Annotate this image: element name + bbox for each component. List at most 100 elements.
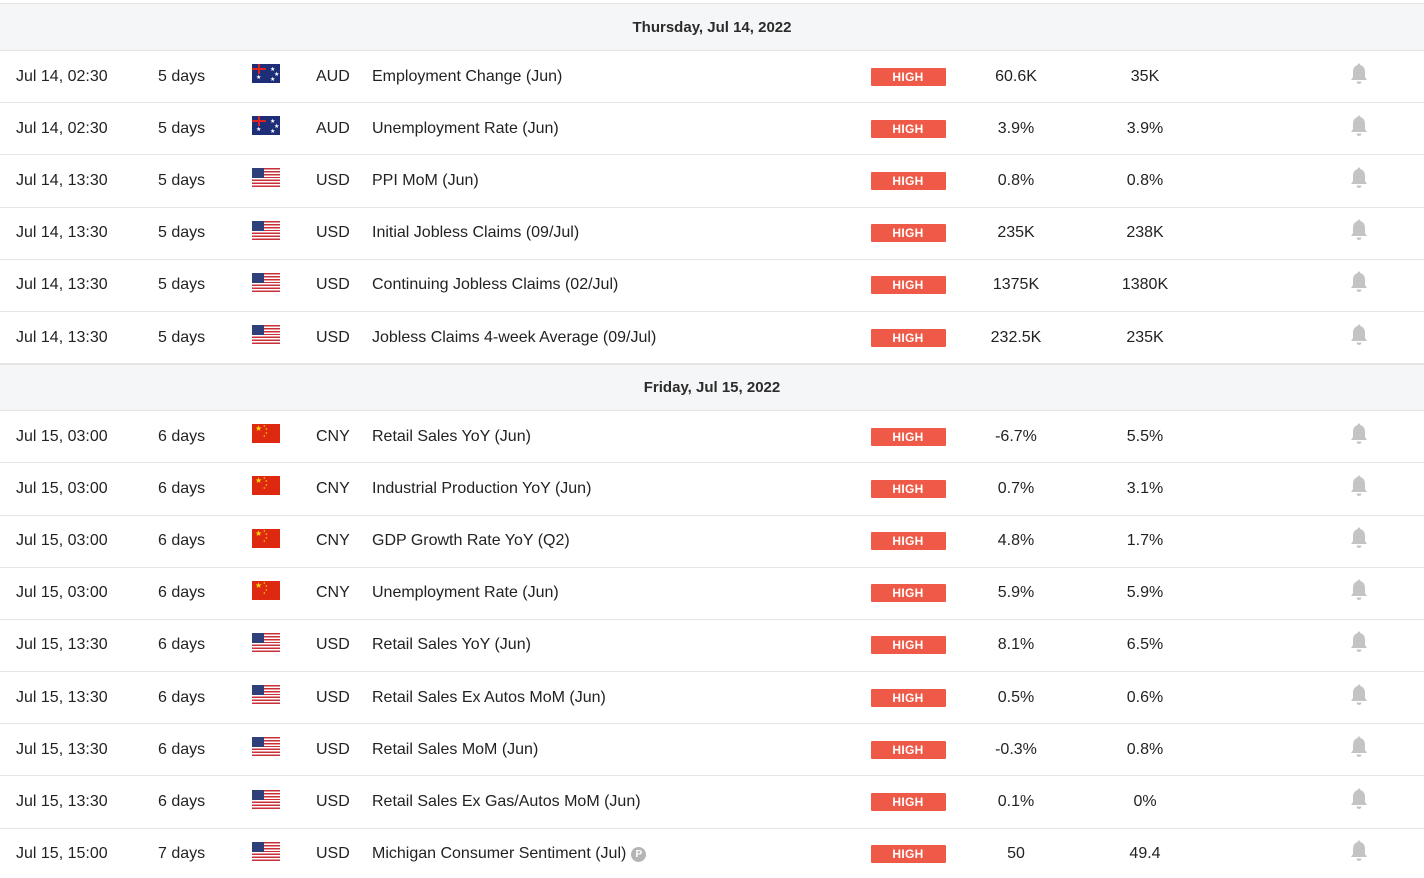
alert-cell[interactable] [1344, 312, 1374, 363]
alert-cell[interactable] [1344, 208, 1374, 259]
event-name[interactable]: Initial Jobless Claims (09/Jul) [372, 224, 580, 242]
event-row[interactable]: Jul 15, 13:30 6 days USD Retail Sales Ex Au… [0, 672, 1424, 725]
event-name-cell[interactable]: Initial Jobless Claims (09/Jul) [372, 208, 852, 259]
bell-icon[interactable] [1349, 219, 1369, 241]
event-name-cell[interactable]: Unemployment Rate (Jun) [372, 103, 852, 154]
event-name[interactable]: Unemployment Rate (Jun) [372, 584, 559, 602]
bell-icon[interactable] [1349, 788, 1369, 810]
event-row[interactable]: Jul 15, 03:00 6 days ★ ★ ★ ★ ★ CNY Retail Sales … [0, 411, 1424, 464]
bell-icon[interactable] [1349, 527, 1369, 549]
event-name-cell[interactable]: Michigan Consumer Sentiment (Jul) P [372, 829, 852, 878]
bell-icon[interactable] [1349, 115, 1369, 137]
event-name-cell[interactable]: PPI MoM (Jun) [372, 155, 852, 206]
forecast-value: 3.1% [1126, 479, 1164, 497]
bell-icon[interactable] [1349, 475, 1369, 497]
bell-icon[interactable] [1349, 840, 1369, 862]
event-name[interactable]: PPI MoM (Jun) [372, 171, 479, 189]
actual-value: -6.7% [995, 427, 1037, 445]
event-name-cell[interactable]: Unemployment Rate (Jun) [372, 568, 852, 619]
event-row[interactable]: Jul 14, 13:30 5 days USD PPI MoM (Jun) HIGH 0… [0, 155, 1424, 208]
bell-icon[interactable] [1349, 631, 1369, 653]
alert-cell[interactable] [1344, 463, 1374, 514]
alert-cell[interactable] [1344, 411, 1374, 462]
event-row[interactable]: Jul 15, 13:30 6 days USD Retail Sales Ex Ga… [0, 776, 1424, 829]
event-row[interactable]: Jul 15, 13:30 6 days USD Retail Sales YoY (… [0, 620, 1424, 673]
event-name[interactable]: Michigan Consumer Sentiment (Jul) [372, 845, 627, 863]
event-row[interactable]: Jul 14, 02:30 5 days ★ ★ ★ ★ AUD Employment Cha… [0, 51, 1424, 104]
event-name-cell[interactable]: Retail Sales Ex Autos MoM (Jun) [372, 672, 852, 723]
event-row[interactable]: Jul 14, 13:30 5 days USD Initial Jobless Cl… [0, 208, 1424, 260]
event-name[interactable]: Retail Sales YoY (Jun) [372, 636, 531, 654]
event-name-cell[interactable]: Retail Sales Ex Gas/Autos MoM (Jun) [372, 776, 852, 827]
bell-icon[interactable] [1349, 423, 1369, 445]
alert-cell[interactable] [1344, 103, 1374, 154]
event-name-cell[interactable]: Jobless Claims 4-week Average (09/Jul) [372, 312, 852, 363]
country-flag: ★ ★ ★ ★ ★ [252, 568, 282, 619]
alert-cell[interactable] [1344, 620, 1374, 671]
event-name-cell[interactable]: Retail Sales YoY (Jun) [372, 411, 852, 462]
bell-icon[interactable] [1349, 324, 1369, 346]
alert-cell[interactable] [1344, 516, 1374, 567]
alert-cell[interactable] [1344, 260, 1374, 311]
currency-code: CNY [316, 427, 350, 445]
bell-icon[interactable] [1349, 736, 1369, 758]
event-name[interactable]: Continuing Jobless Claims (02/Jul) [372, 276, 619, 294]
bell-icon[interactable] [1349, 167, 1369, 189]
event-name-cell[interactable]: Industrial Production YoY (Jun) [372, 463, 852, 514]
importance-badge: HIGH [870, 584, 946, 603]
alert-cell[interactable] [1344, 568, 1374, 619]
forecast-value: 0.8% [1126, 171, 1164, 189]
bell-icon[interactable] [1349, 579, 1369, 601]
event-name[interactable]: Employment Change (Jun) [372, 67, 563, 85]
event-name[interactable]: Industrial Production YoY (Jun) [372, 479, 592, 497]
usa-flag-icon [252, 737, 280, 757]
event-row[interactable]: Jul 14, 02:30 5 days ★ ★ ★ ★ AUD Unemployment R… [0, 103, 1424, 156]
importance-cell: HIGH [870, 208, 946, 259]
event-name-cell[interactable]: Employment Change (Jun) [372, 51, 852, 102]
event-time: Jul 15, 03:00 [16, 479, 108, 497]
event-row[interactable]: Jul 14, 13:30 5 days USD Continuing Jobless… [0, 260, 1424, 312]
country-flag [252, 776, 282, 827]
alert-cell[interactable] [1344, 776, 1374, 827]
alert-cell[interactable] [1344, 672, 1374, 723]
actual-value: 0.1% [997, 793, 1035, 811]
event-name-cell[interactable]: GDP Growth Rate YoY (Q2) [372, 516, 852, 567]
event-name[interactable]: Retail Sales YoY (Jun) [372, 427, 531, 445]
event-name[interactable]: Retail Sales Ex Autos MoM (Jun) [372, 688, 606, 706]
event-time: Jul 15, 03:00 [16, 584, 108, 602]
australia-flag-icon: ★ ★ ★ ★ [252, 116, 280, 136]
event-name-cell[interactable]: Retail Sales MoM (Jun) [372, 724, 852, 775]
usa-flag-icon [252, 220, 280, 240]
event-name[interactable]: Retail Sales MoM (Jun) [372, 740, 539, 758]
importance-cell: HIGH [870, 312, 946, 363]
bell-icon[interactable] [1349, 271, 1369, 293]
bell-icon[interactable] [1349, 684, 1369, 706]
alert-cell[interactable] [1344, 724, 1374, 775]
days-until: 6 days [158, 479, 206, 497]
event-row[interactable]: Jul 15, 13:30 6 days USD Retail Sales MoM (… [0, 724, 1424, 777]
event-row[interactable]: Jul 15, 03:00 6 days ★ ★ ★ ★ ★ CNY Unemployment … [0, 568, 1424, 620]
event-row[interactable]: Jul 15, 03:00 6 days ★ ★ ★ ★ ★ CNY GDP Growth Ra… [0, 516, 1424, 568]
event-row[interactable]: Jul 15, 15:00 7 days USD Michigan Consumer … [0, 829, 1424, 878]
alert-cell[interactable] [1344, 155, 1374, 206]
event-name[interactable]: GDP Growth Rate YoY (Q2) [372, 532, 570, 550]
importance-cell: HIGH [870, 829, 946, 878]
alert-cell[interactable] [1344, 829, 1374, 878]
event-name[interactable]: Unemployment Rate (Jun) [372, 119, 559, 137]
event-row[interactable]: Jul 15, 03:00 6 days ★ ★ ★ ★ ★ CNY Industrial Pr… [0, 463, 1424, 516]
event-row[interactable]: Jul 14, 13:30 5 days USD Jobless Claims 4-w… [0, 312, 1424, 365]
day-header-label: Thursday, Jul 14, 2022 [632, 18, 792, 36]
event-name-cell[interactable]: Continuing Jobless Claims (02/Jul) [372, 260, 852, 311]
event-name-cell[interactable]: Retail Sales YoY (Jun) [372, 620, 852, 671]
importance-badge: HIGH [870, 224, 946, 243]
preview-badge-icon[interactable]: P [631, 846, 647, 862]
importance-badge: HIGH [870, 479, 946, 498]
forecast-value: 1380K [1121, 276, 1169, 294]
alert-cell[interactable] [1344, 51, 1374, 102]
country-flag [252, 155, 282, 206]
actual-value: 0.8% [997, 171, 1035, 189]
bell-icon[interactable] [1349, 63, 1369, 85]
event-name[interactable]: Retail Sales Ex Gas/Autos MoM (Jun) [372, 793, 641, 811]
usa-flag-icon [252, 789, 280, 809]
event-name[interactable]: Jobless Claims 4-week Average (09/Jul) [372, 328, 657, 346]
